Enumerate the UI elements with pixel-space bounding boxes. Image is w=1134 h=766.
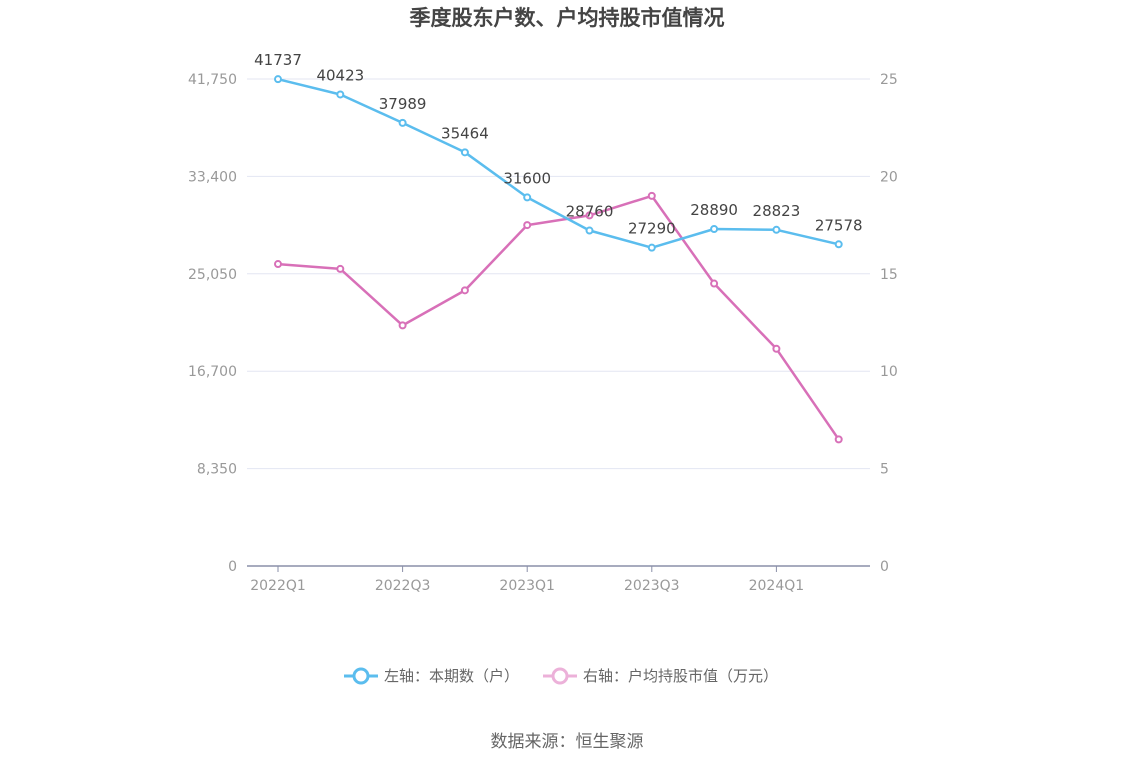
data-label: 28890 xyxy=(690,201,738,219)
left-series-point[interactable] xyxy=(336,90,345,99)
data-label: 28760 xyxy=(566,203,614,221)
right-series-point[interactable] xyxy=(336,264,345,273)
data-label: 41737 xyxy=(254,51,302,69)
right-tick-label: 10 xyxy=(880,364,898,380)
right-series-point[interactable] xyxy=(710,279,719,288)
left-tick-label: 25,050 xyxy=(188,267,237,283)
x-tick-label: 2023Q3 xyxy=(624,578,680,594)
right-tick-label: 20 xyxy=(880,169,898,185)
right-series-point[interactable] xyxy=(460,286,469,295)
series-layer xyxy=(274,75,843,444)
data-label: 27290 xyxy=(628,220,676,238)
legend-label-right: 右轴：户均持股市值（万元） xyxy=(583,667,778,685)
x-tick-label: 2024Q1 xyxy=(749,578,805,594)
right-tick-label: 15 xyxy=(880,267,898,283)
legend-label-left: 左轴：本期数（户） xyxy=(384,667,519,685)
left-series-point[interactable] xyxy=(523,193,532,202)
data-labels: 41737 40423 37989 35464 31600 28760 27290 28890… xyxy=(254,51,862,238)
right-series-line xyxy=(277,194,840,441)
grid-lines xyxy=(247,78,870,470)
legend-item-left-series[interactable]: 左轴：本期数（户） xyxy=(344,667,519,685)
legend-item-right-series[interactable]: 右轴：户均持股市值（万元） xyxy=(543,667,778,685)
left-series-point[interactable] xyxy=(585,226,594,235)
right-tick-label: 0 xyxy=(880,559,889,575)
left-axis: 0 8,350 16,700 25,050 33,400 41,750 xyxy=(188,72,237,575)
right-series-point[interactable] xyxy=(772,344,781,353)
legend-swatch-marker xyxy=(352,667,370,685)
data-label: 31600 xyxy=(503,169,551,187)
legend: 左轴：本期数（户） 右轴：户均持股市值（万元） xyxy=(344,667,778,685)
left-tick-label: 0 xyxy=(228,559,237,575)
right-series-point[interactable] xyxy=(585,211,594,220)
right-tick-label: 5 xyxy=(880,462,889,478)
right-series-point[interactable] xyxy=(834,435,843,444)
legend-swatch-marker xyxy=(551,667,569,685)
x-axis: 2022Q1 2022Q3 2023Q1 2023Q3 2024Q1 xyxy=(247,565,870,594)
left-series-point[interactable] xyxy=(834,240,843,249)
x-tick-label: 2022Q3 xyxy=(375,578,431,594)
left-tick-label: 41,750 xyxy=(188,72,237,88)
left-tick-label: 16,700 xyxy=(188,364,237,380)
right-axis: 0 5 10 15 20 25 xyxy=(880,72,898,575)
right-series-point[interactable] xyxy=(523,221,532,230)
right-series-point[interactable] xyxy=(398,321,407,330)
left-series-point[interactable] xyxy=(772,225,781,234)
data-label: 37989 xyxy=(379,95,427,113)
left-series-point[interactable] xyxy=(710,225,719,234)
left-series-point[interactable] xyxy=(398,118,407,127)
data-label: 35464 xyxy=(441,124,489,142)
right-series-point[interactable] xyxy=(647,191,656,200)
x-tick-label: 2023Q1 xyxy=(499,578,555,594)
left-series-point[interactable] xyxy=(460,148,469,157)
left-tick-label: 8,350 xyxy=(197,462,237,478)
right-series-point[interactable] xyxy=(274,260,282,269)
left-series-point[interactable] xyxy=(274,75,282,84)
data-label: 40423 xyxy=(316,66,364,84)
data-source: 数据来源：恒生聚源 xyxy=(491,732,644,752)
x-tick-label: 2022Q1 xyxy=(250,578,306,594)
data-label: 28823 xyxy=(753,202,801,220)
data-label: 27578 xyxy=(815,216,863,234)
left-series-line xyxy=(277,77,839,249)
left-tick-label: 33,400 xyxy=(188,169,237,185)
right-tick-label: 25 xyxy=(880,72,898,88)
left-series-point[interactable] xyxy=(647,243,656,252)
chart-title: 季度股东户数、户均持股市值情况 xyxy=(410,6,725,30)
